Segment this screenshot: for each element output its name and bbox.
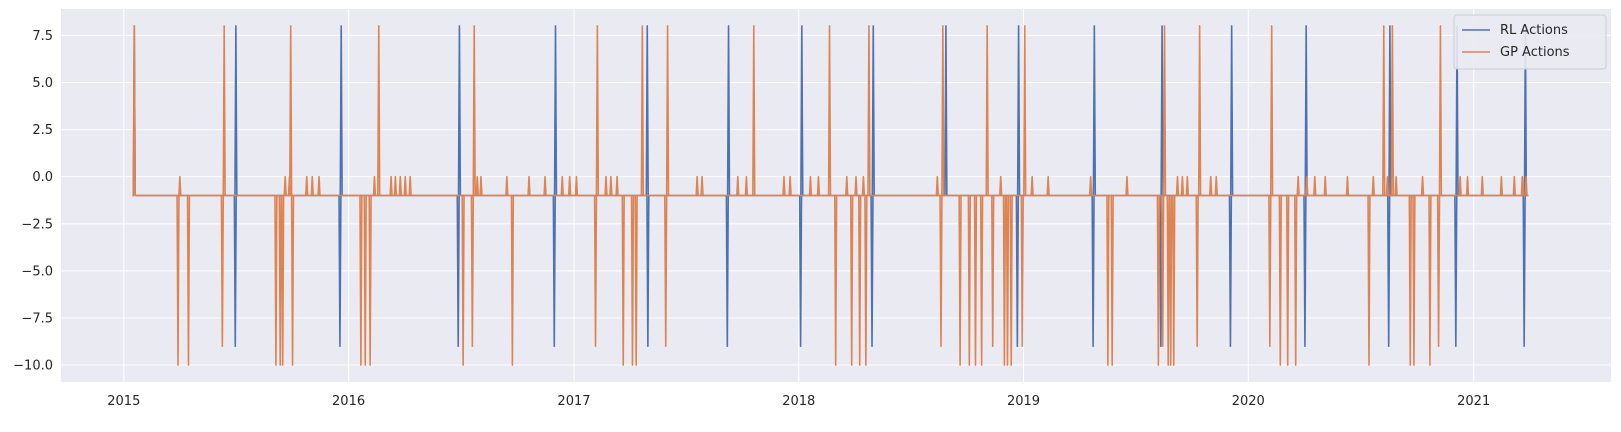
y-tick-label: −5.0 bbox=[21, 264, 53, 279]
x-tick-label: 2018 bbox=[782, 394, 815, 409]
y-tick-label: 2.5 bbox=[32, 123, 53, 138]
legend-label-rl: RL Actions bbox=[1500, 23, 1568, 38]
legend: RL Actions GP Actions bbox=[1453, 14, 1607, 70]
x-axis-ticks: 2015 2016 2017 2018 2019 2020 2021 bbox=[107, 394, 1490, 409]
x-tick-label: 2016 bbox=[332, 394, 365, 409]
y-tick-label: 5.0 bbox=[32, 76, 53, 91]
legend-box bbox=[1453, 14, 1607, 70]
y-tick-label: −10.0 bbox=[13, 359, 53, 374]
y-tick-label: −2.5 bbox=[21, 217, 53, 232]
y-axis-ticks: 7.5 5.0 2.5 0.0 −2.5 −5.0 −7.5 −10.0 bbox=[13, 29, 53, 374]
y-tick-label: 7.5 bbox=[32, 29, 53, 44]
y-tick-label: 0.0 bbox=[32, 170, 53, 185]
series-layer bbox=[132, 25, 1529, 366]
legend-label-gp: GP Actions bbox=[1500, 45, 1570, 60]
y-tick-label: −7.5 bbox=[21, 311, 53, 326]
x-tick-label: 2017 bbox=[557, 394, 590, 409]
x-tick-label: 2021 bbox=[1457, 394, 1490, 409]
gp-actions-line bbox=[132, 25, 1529, 366]
x-tick-label: 2020 bbox=[1232, 394, 1265, 409]
x-tick-label: 2015 bbox=[107, 394, 140, 409]
x-tick-label: 2019 bbox=[1007, 394, 1040, 409]
